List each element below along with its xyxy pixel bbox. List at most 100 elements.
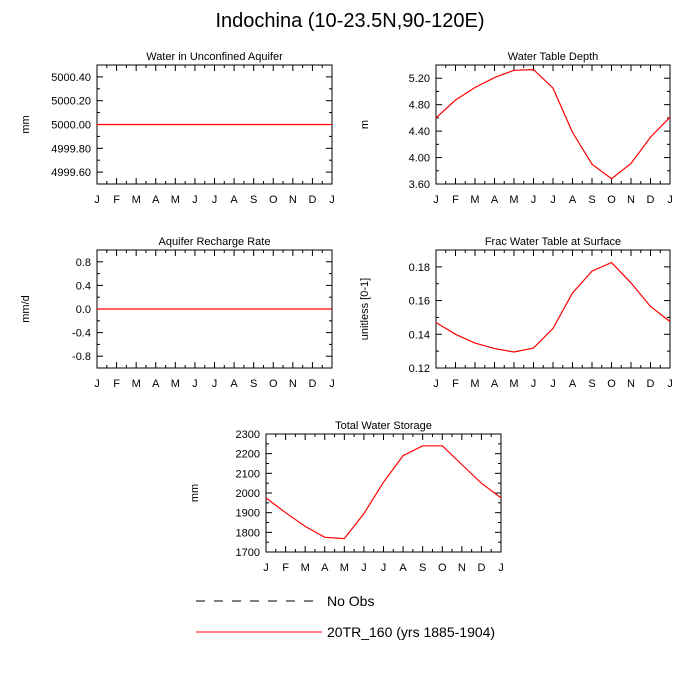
panel-5-xtick-label: J xyxy=(361,562,367,574)
panel-2-ytick-label: 5.20 xyxy=(409,73,430,85)
panel-2-title: Water Table Depth xyxy=(508,51,599,63)
panel-2-ytick-label: 3.60 xyxy=(409,179,430,191)
panel-1-title: Water in Unconfined Aquifer xyxy=(146,51,283,63)
panel-1-xtick-label: F xyxy=(113,194,120,206)
panel-4-xtick-label: J xyxy=(550,378,556,390)
panel-4-xtick-label: J xyxy=(531,378,537,390)
panel-5-xtick-label: O xyxy=(438,562,447,574)
panel-3-ytick-label: -0.4 xyxy=(72,328,91,340)
panel-4-xtick-label: M xyxy=(509,378,518,390)
panel-1-ylabel: mm xyxy=(20,115,32,133)
panel-4-xtick-label: M xyxy=(470,378,479,390)
panel-3-ytick-label: -0.8 xyxy=(72,351,91,363)
panel-2-xtick-label: J xyxy=(531,194,537,206)
panel-1-ytick-label: 4999.80 xyxy=(51,143,91,155)
panel-2-xtick-label: A xyxy=(569,194,577,206)
panel-5-xtick-label: J xyxy=(381,562,387,574)
panel-2-xtick-label: D xyxy=(647,194,655,206)
panel-5-ytick-label: 2200 xyxy=(236,449,260,461)
panel-1-xtick-label: J xyxy=(212,194,218,206)
panel-4-ylabel: unitless [0-1] xyxy=(359,278,371,340)
panel-5-xtick-label: S xyxy=(419,562,426,574)
panel-4-xtick-label: F xyxy=(452,378,459,390)
panel-3-xtick-label: M xyxy=(132,378,141,390)
panel-1-xtick-label: M xyxy=(132,194,141,206)
panel-3-ylabel: mm/d xyxy=(20,295,32,323)
panel-5-ytick-label: 2300 xyxy=(236,429,260,441)
panel-3-xtick-label: J xyxy=(94,378,100,390)
panel-4-xtick-label: S xyxy=(588,378,595,390)
panel-3-xtick-label: O xyxy=(269,378,278,390)
panel-1-xtick-label: A xyxy=(230,194,238,206)
panel-2-xtick-label: A xyxy=(491,194,499,206)
panel-5-ytick-label: 2000 xyxy=(236,488,260,500)
panel-3-ytick-label: 0.0 xyxy=(76,304,91,316)
panel-3-xtick-label: D xyxy=(308,378,316,390)
panel-3-xtick-label: J xyxy=(212,378,218,390)
panel-4-ytick-label: 0.18 xyxy=(409,262,430,274)
panel-2-xtick-label: O xyxy=(607,194,616,206)
panel-4-ytick-label: 0.16 xyxy=(409,296,430,308)
panel-1-xtick-label: M xyxy=(171,194,180,206)
panel-2-xtick-label: M xyxy=(509,194,518,206)
panel-1-xtick-label: N xyxy=(289,194,297,206)
panel-1-ytick-label: 5000.00 xyxy=(51,120,91,132)
panel-4-xtick-label: N xyxy=(627,378,635,390)
panel-5-xtick-label: D xyxy=(477,562,485,574)
panel-4-xtick-label: J xyxy=(667,378,673,390)
panel-4-xtick-label: D xyxy=(647,378,655,390)
panel-5-ytick-label: 1800 xyxy=(236,527,260,539)
panel-1-xtick-label: D xyxy=(308,194,316,206)
panel-2-ytick-label: 4.40 xyxy=(409,126,430,138)
panel-2-xtick-label: J xyxy=(433,194,439,206)
panel-5-xtick-label: J xyxy=(498,562,504,574)
panel-2-series-line xyxy=(435,68,671,180)
panel-4-frame xyxy=(435,249,671,369)
panel-2-xtick-label: M xyxy=(470,194,479,206)
panel-1-xtick-label: J xyxy=(94,194,100,206)
panel-5-series-line xyxy=(265,445,502,540)
panel-1-ytick-label: 5000.40 xyxy=(51,72,91,84)
panel-1-ytick-label: 5000.20 xyxy=(51,96,91,108)
panel-2-frame xyxy=(435,64,671,185)
panel-5-frame xyxy=(265,433,502,553)
panel-4-ytick-label: 0.14 xyxy=(409,329,430,341)
panel-3-ytick-label: 0.8 xyxy=(76,257,91,269)
panel-3-xtick-label: J xyxy=(192,378,198,390)
legend-model-label: 20TR_160 (yrs 1885-1904) xyxy=(327,624,495,640)
panel-2-ytick-label: 4.80 xyxy=(409,100,430,112)
figure-title: Indochina (10-23.5N,90-120E) xyxy=(215,10,485,32)
panel-2-ylabel: m xyxy=(359,120,371,129)
panel-4-xtick-label: O xyxy=(607,378,616,390)
panel-5-xtick-label: A xyxy=(321,562,329,574)
panel-4-xtick-label: A xyxy=(569,378,577,390)
panel-5-ytick-label: 2100 xyxy=(236,468,260,480)
legend-no-obs-label: No Obs xyxy=(327,593,374,609)
panel-5-xtick-label: N xyxy=(458,562,466,574)
panel-4-series-line xyxy=(435,261,671,353)
panel-2-xtick-label: N xyxy=(627,194,635,206)
panel-2-xtick-label: J xyxy=(550,194,556,206)
panel-3-ytick-label: 0.4 xyxy=(76,280,91,292)
panel-3-xtick-label: A xyxy=(152,378,160,390)
panel-5-xtick-label: A xyxy=(399,562,407,574)
panel-3-title: Aquifer Recharge Rate xyxy=(159,236,271,248)
panel-3-xtick-label: J xyxy=(329,378,335,390)
panel-5-xtick-label: M xyxy=(340,562,349,574)
panel-2-xtick-label: J xyxy=(667,194,673,206)
panel-5-ytick-label: 1700 xyxy=(236,547,260,559)
panel-1-xtick-label: J xyxy=(329,194,335,206)
panel-1-xtick-label: J xyxy=(192,194,198,206)
panel-1-xtick-label: O xyxy=(269,194,278,206)
panel-3-xtick-label: M xyxy=(171,378,180,390)
panel-1-xtick-label: A xyxy=(152,194,160,206)
panel-5-ytick-label: 1900 xyxy=(236,508,260,520)
panel-3-xtick-label: N xyxy=(289,378,297,390)
panel-3-xtick-label: F xyxy=(113,378,120,390)
panel-5-xtick-label: F xyxy=(282,562,289,574)
panel-4-xtick-label: A xyxy=(491,378,499,390)
panel-4-title: Frac Water Table at Surface xyxy=(485,236,621,248)
panel-5-ylabel: mm xyxy=(189,484,201,502)
panel-1-xtick-label: S xyxy=(250,194,257,206)
